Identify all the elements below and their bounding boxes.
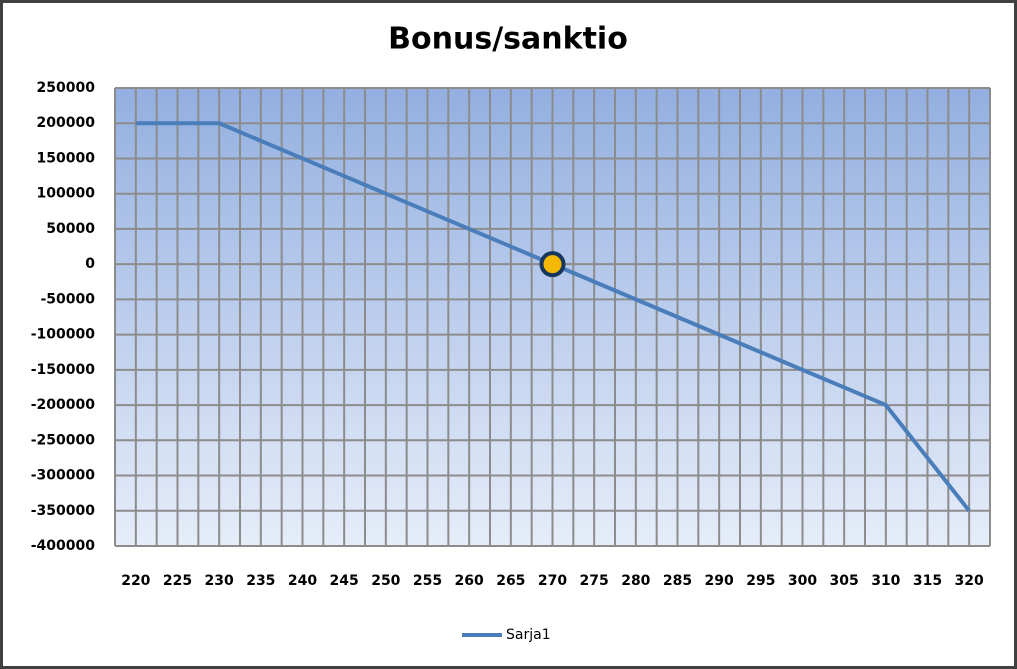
x-tick-label: 240 bbox=[288, 573, 317, 589]
x-tick-label: 255 bbox=[413, 573, 442, 589]
y-tick-label: -50000 bbox=[40, 291, 95, 307]
y-tick-label: 250000 bbox=[37, 80, 96, 96]
legend-label: Sarja1 bbox=[506, 627, 551, 643]
chart-title: Bonus/sanktio bbox=[388, 22, 628, 57]
x-tick-label: 320 bbox=[955, 573, 984, 589]
x-tick-label: 265 bbox=[496, 573, 525, 589]
y-tick-label: 100000 bbox=[37, 186, 96, 202]
x-tick-label: 300 bbox=[788, 573, 817, 589]
y-tick-label: 150000 bbox=[37, 150, 96, 166]
x-tick-label: 235 bbox=[246, 573, 275, 589]
y-tick-label: -300000 bbox=[31, 468, 96, 484]
y-tick-label: 0 bbox=[85, 256, 95, 272]
x-tick-label: 220 bbox=[121, 573, 150, 589]
x-tick-label: 245 bbox=[330, 573, 359, 589]
x-tick-label: 285 bbox=[663, 573, 692, 589]
x-tick-label: 270 bbox=[538, 573, 567, 589]
y-tick-label: -350000 bbox=[31, 503, 96, 519]
x-tick-label: 225 bbox=[163, 573, 192, 589]
highlight-marker bbox=[539, 251, 566, 278]
x-tick-label: 295 bbox=[746, 573, 775, 589]
y-tick-label: -250000 bbox=[31, 432, 96, 448]
x-tick-label: 230 bbox=[205, 573, 234, 589]
x-tick-label: 305 bbox=[830, 573, 859, 589]
x-tick-label: 310 bbox=[871, 573, 900, 589]
x-tick-label: 290 bbox=[705, 573, 734, 589]
x-tick-label: 275 bbox=[580, 573, 609, 589]
y-tick-label: -200000 bbox=[31, 397, 96, 413]
y-tick-label: -150000 bbox=[31, 362, 96, 378]
x-tick-label: 280 bbox=[621, 573, 650, 589]
y-tick-label: 50000 bbox=[46, 221, 95, 237]
y-tick-label: -100000 bbox=[31, 327, 96, 343]
x-tick-label: 250 bbox=[371, 573, 400, 589]
x-tick-label: 315 bbox=[913, 573, 942, 589]
x-tick-label: 260 bbox=[455, 573, 484, 589]
y-tick-label: 200000 bbox=[37, 115, 96, 131]
y-tick-label: -400000 bbox=[31, 538, 96, 554]
